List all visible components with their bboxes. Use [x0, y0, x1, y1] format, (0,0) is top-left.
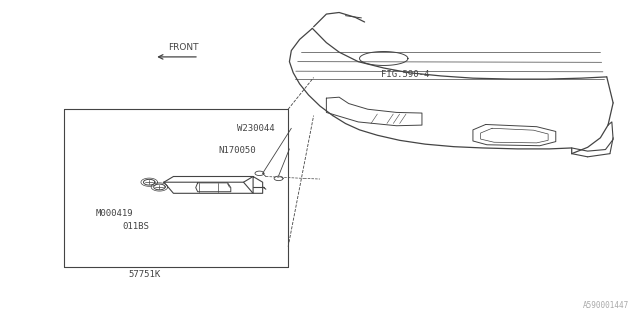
Text: A590001447: A590001447: [583, 301, 629, 310]
Text: 011BS: 011BS: [122, 222, 149, 231]
Text: N170050: N170050: [218, 146, 255, 155]
Text: FRONT: FRONT: [168, 43, 198, 52]
Text: 57751K: 57751K: [129, 270, 161, 279]
Text: M000419: M000419: [96, 209, 133, 219]
Text: W230044: W230044: [237, 124, 275, 133]
Text: FIG.590-4: FIG.590-4: [381, 70, 429, 79]
